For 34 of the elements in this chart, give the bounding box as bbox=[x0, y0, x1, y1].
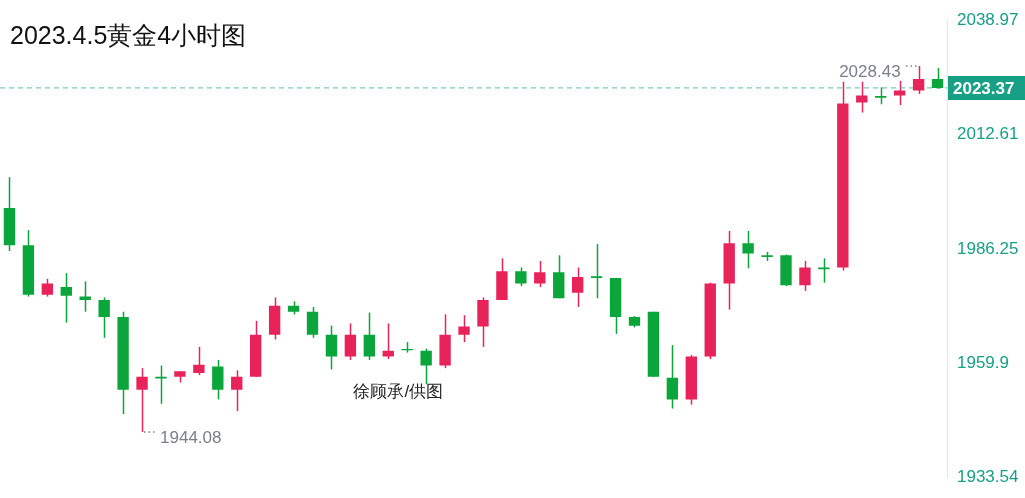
candlestick bbox=[912, 65, 925, 95]
y-tick-label: 2038.97 bbox=[957, 9, 1019, 29]
candlestick bbox=[60, 272, 72, 324]
candlestick bbox=[534, 260, 546, 288]
candlestick bbox=[155, 364, 167, 405]
candlestick bbox=[193, 346, 205, 376]
candlestick bbox=[515, 266, 527, 287]
annotation: 2028.43 bbox=[839, 61, 901, 81]
candlestick bbox=[325, 324, 338, 371]
chart-title: 2023.4.5黄金4小时图 bbox=[10, 20, 247, 49]
candlestick bbox=[420, 347, 432, 385]
candlestick bbox=[799, 260, 811, 292]
y-tick-label: 1959.9 bbox=[957, 353, 1009, 373]
annotation: 徐顾承/供图 bbox=[353, 382, 444, 402]
candlestick bbox=[458, 314, 470, 343]
candlestick bbox=[742, 230, 754, 270]
annotation: 1944.08 bbox=[160, 427, 222, 447]
candlestick bbox=[212, 359, 224, 401]
y-tick-label: 1933.54 bbox=[957, 467, 1019, 487]
y-tick-label: 2012.61 bbox=[957, 124, 1019, 144]
candlestick bbox=[856, 80, 868, 114]
candlestick bbox=[231, 369, 243, 412]
candlestick bbox=[344, 322, 357, 361]
ref-line-label: 2023.37 bbox=[953, 78, 1015, 98]
candlestick bbox=[818, 257, 830, 284]
candlestick bbox=[590, 243, 603, 300]
candlestick bbox=[136, 367, 148, 433]
candlestick bbox=[363, 311, 376, 361]
y-tick-label: 1986.25 bbox=[957, 238, 1019, 258]
candlestick bbox=[893, 80, 906, 106]
candlestick bbox=[98, 296, 110, 339]
candlestick bbox=[666, 344, 679, 410]
candlestick bbox=[571, 266, 584, 308]
candlestick bbox=[306, 306, 319, 339]
